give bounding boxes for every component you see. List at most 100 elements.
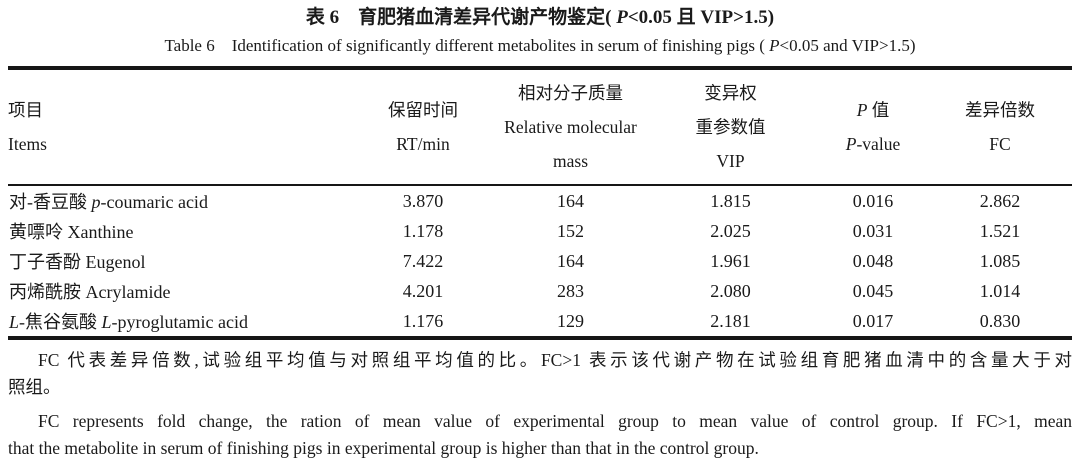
cell-vip: 2.025	[710, 220, 751, 241]
italic-text: P	[769, 36, 780, 55]
cell-name: 丁子香酚 Eugenol	[8, 246, 348, 276]
text: 对-香豆酸	[9, 192, 92, 212]
cell-fc: 1.085	[979, 250, 1021, 271]
footnote-en-line2: that the metabolite in serum of finishin…	[8, 438, 759, 458]
column-header-line: RT/min	[348, 127, 498, 161]
cell-rt: 4.201	[402, 280, 444, 301]
text: -coumaric acid	[100, 192, 208, 212]
cell-p_value: 0.016	[852, 190, 894, 211]
cell-vip: 1.961	[710, 250, 751, 271]
text: 表 6 育肥猪血清差异代谢产物鉴定(	[305, 7, 617, 28]
column-header-line: FC	[928, 127, 1072, 161]
cell-mass: 152	[557, 220, 584, 241]
text: 项目	[8, 100, 43, 120]
text: 丙烯酰胺 Acrylamide	[9, 282, 171, 302]
column-header-line: 变异权	[643, 76, 818, 110]
cell-mass: 164	[557, 250, 584, 271]
table-header-row: 项目 Items 保留时间 RT/min 相对分子质量 Relative molecula…	[8, 68, 1072, 185]
text: RT/min	[396, 134, 450, 154]
text: 值	[867, 100, 890, 120]
column-header-vip: 变异权重参数值 VIP	[643, 68, 818, 185]
text: 黄嘌呤 Xanthine	[9, 222, 134, 242]
cell-name: 对-香豆酸 p-coumaric acid	[8, 185, 348, 216]
italic-text: p	[91, 192, 101, 212]
cell-fc: 1.521	[979, 220, 1021, 241]
table-title-en: Table 6 Identification of significantly …	[0, 35, 1080, 57]
text: -value	[856, 134, 901, 154]
text: <0.05 and VIP>1.5)	[779, 36, 916, 55]
footnote-zh-line1: FC 代表差异倍数,试验组平均值与对照组平均值的比。FC>1 表示该代谢产物在试…	[38, 350, 1072, 370]
table-row: L-焦谷氨酸 L-pyroglutamic acid 1.176 129 2.181 0…	[8, 306, 1072, 338]
text: 差异倍数	[965, 100, 1035, 120]
cell-rt: 3.870	[402, 190, 444, 211]
column-header-line: 差异倍数	[928, 93, 1072, 127]
table-row: 对-香豆酸 p-coumaric acid 3.870 164 1.815 0.016 2…	[8, 185, 1072, 216]
footnote-en: FC represents fold change, the ration of…	[8, 408, 1072, 462]
cell-p_value: 0.017	[852, 310, 894, 331]
table-row: 丁子香酚 Eugenol 7.422 164 1.961 0.048 1.085	[8, 246, 1072, 276]
footnote-zh: FC 代表差异倍数,试验组平均值与对照组平均值的比。FC>1 表示该代谢产物在试…	[8, 347, 1072, 401]
text: Items	[8, 134, 47, 154]
text: mass	[553, 151, 588, 171]
italic-text: L	[9, 312, 20, 332]
metabolites-table: 项目 Items 保留时间 RT/min 相对分子质量 Relative molecula…	[8, 66, 1072, 340]
text: 丁子香酚 Eugenol	[9, 252, 146, 272]
column-header-p_value: P 值 P-value	[818, 68, 928, 185]
text: Table 6 Identification of significantly …	[164, 36, 770, 55]
column-header-line: 项目	[8, 93, 348, 127]
column-header-line: Relative molecular	[498, 110, 643, 144]
column-header-line: P 值	[818, 93, 928, 127]
cell-rt: 1.176	[402, 310, 444, 331]
column-header-line: mass	[498, 144, 643, 178]
cell-rt: 1.178	[402, 220, 444, 241]
column-header-line: VIP	[643, 144, 818, 178]
text: 保留时间	[388, 100, 458, 120]
cell-rt: 7.422	[402, 250, 444, 271]
column-header-mass: 相对分子质量 Relative molecular mass	[498, 68, 643, 185]
cell-mass: 129	[557, 310, 584, 331]
table-header: 项目 Items 保留时间 RT/min 相对分子质量 Relative molecula…	[8, 68, 1072, 185]
footnote-zh-line2: 照组。	[8, 377, 61, 397]
text: -pyroglutamic acid	[111, 312, 248, 332]
column-header-line: Items	[8, 127, 348, 161]
text: VIP	[716, 151, 745, 171]
cell-fc: 2.862	[979, 190, 1021, 211]
text: 重参数值	[695, 117, 766, 137]
column-header-line: 相对分子质量	[498, 76, 643, 110]
column-header-fc: 差异倍数 FC	[928, 68, 1072, 185]
cell-name: L-焦谷氨酸 L-pyroglutamic acid	[8, 306, 348, 338]
footnote-en-line1: FC represents fold change, the ration of…	[38, 411, 1072, 431]
column-header-rt: 保留时间 RT/min	[348, 68, 498, 185]
cell-fc: 1.014	[979, 280, 1021, 301]
cell-mass: 164	[557, 190, 584, 211]
text: FC	[989, 134, 1011, 154]
italic-text: L	[101, 312, 112, 332]
cell-mass: 283	[557, 280, 584, 301]
text: -焦谷氨酸	[19, 312, 102, 332]
italic-text: P	[616, 7, 628, 28]
cell-vip: 2.181	[710, 310, 751, 331]
cell-p_value: 0.031	[852, 220, 894, 241]
table-row: 丙烯酰胺 Acrylamide 4.201 283 2.080 0.045 1.014	[8, 276, 1072, 306]
italic-text: P	[856, 100, 868, 120]
text: <0.05 且 VIP>1.5)	[627, 7, 775, 28]
table-row: 黄嘌呤 Xanthine 1.178 152 2.025 0.031 1.521	[8, 216, 1072, 246]
cell-vip: 1.815	[710, 190, 751, 211]
cell-fc: 0.830	[979, 310, 1021, 331]
italic-text: P	[845, 134, 857, 154]
table-body: 对-香豆酸 p-coumaric acid 3.870 164 1.815 0.016 2…	[8, 185, 1072, 338]
text: Relative molecular	[504, 117, 637, 137]
text: 相对分子质量	[518, 83, 623, 103]
text: 变异权	[704, 83, 757, 103]
cell-p_value: 0.045	[852, 280, 894, 301]
column-header-line: 保留时间	[348, 93, 498, 127]
cell-name: 丙烯酰胺 Acrylamide	[8, 276, 348, 306]
column-header-name: 项目 Items	[8, 68, 348, 185]
cell-vip: 2.080	[710, 280, 751, 301]
cell-p_value: 0.048	[852, 250, 894, 271]
column-header-line: 重参数值	[643, 110, 818, 144]
cell-name: 黄嘌呤 Xanthine	[8, 216, 348, 246]
table-title-zh: 表 6 育肥猪血清差异代谢产物鉴定( P<0.05 且 VIP>1.5)	[0, 0, 1080, 30]
column-header-line: P-value	[818, 127, 928, 161]
